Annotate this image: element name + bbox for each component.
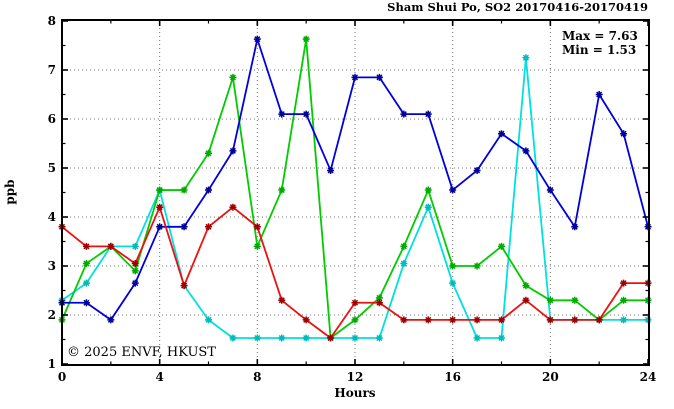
grid-lines xyxy=(62,20,649,365)
y-tick-label: 7 xyxy=(48,63,56,77)
max-annotation: Max = 7.63 xyxy=(562,29,638,43)
watermark: © 2025 ENVF, HKUST xyxy=(67,345,216,360)
cyan-series-markers xyxy=(58,54,652,342)
min-annotation: Min = 1.53 xyxy=(562,43,636,57)
x-tick-label: 0 xyxy=(58,370,66,384)
y-tick-label: 1 xyxy=(48,357,56,371)
x-tick-label: 12 xyxy=(347,370,364,384)
x-tick-label: 8 xyxy=(253,370,261,384)
y-tick-label: 6 xyxy=(48,112,56,126)
x-axis-label: Hours xyxy=(334,386,375,400)
x-tick-label: 24 xyxy=(640,370,657,384)
data-series xyxy=(58,35,652,342)
x-tick-label: 4 xyxy=(155,370,163,384)
y-tick-label: 8 xyxy=(48,14,56,28)
y-axis-label: ppb xyxy=(3,179,17,204)
y-tick-label: 4 xyxy=(48,210,56,224)
blue-series xyxy=(58,35,652,324)
chart-title: Sham Shui Po, SO2 20170416-20170419 xyxy=(387,0,648,14)
y-tick-label: 5 xyxy=(48,161,56,175)
y-tick-label: 2 xyxy=(48,308,56,322)
axis-ticks xyxy=(61,20,649,365)
x-tick-label: 16 xyxy=(444,370,461,384)
x-tick-label: 20 xyxy=(542,370,559,384)
cyan-series xyxy=(58,54,652,342)
y-tick-label: 3 xyxy=(48,259,56,273)
